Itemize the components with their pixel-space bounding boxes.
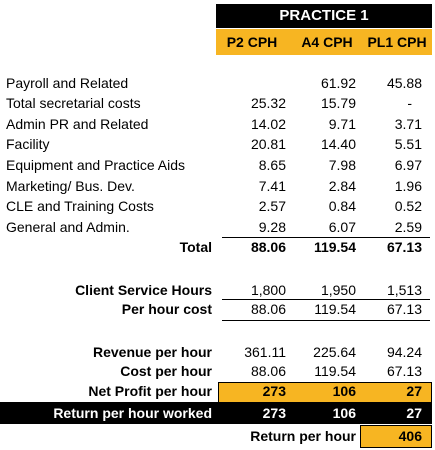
row-label: Payroll and Related bbox=[6, 75, 129, 91]
value-p2: 14.02 bbox=[250, 116, 286, 132]
per-hour-rule bbox=[222, 299, 430, 300]
value-p2: 20.81 bbox=[250, 136, 286, 152]
value-a4: 6.07 bbox=[328, 219, 356, 235]
row-label: Total secretarial costs bbox=[6, 95, 141, 111]
total-pl1: 67.13 bbox=[386, 239, 422, 255]
net-profit-pl1: 27 bbox=[406, 383, 422, 399]
per-hour-pl1: 67.13 bbox=[386, 301, 422, 317]
value-p2 bbox=[220, 73, 286, 93]
per-hour-p2: 88.06 bbox=[250, 301, 286, 317]
row-label: CLE and Training Costs bbox=[6, 198, 154, 214]
value-pl1: 0.52 bbox=[394, 198, 422, 214]
return-worked-p2: 273 bbox=[262, 405, 286, 421]
return-worked-highlight bbox=[0, 402, 432, 424]
return-worked-pl1: 27 bbox=[406, 405, 422, 421]
value-a4: 61.92 bbox=[320, 75, 356, 91]
hours-p2: 1,800 bbox=[250, 282, 286, 298]
cost-p2: 88.06 bbox=[250, 363, 286, 379]
net-profit-label: Net Profit per hour bbox=[88, 383, 212, 399]
service-hours-label: Client Service Hours bbox=[75, 282, 212, 298]
column-header-row: P2 CPH A4 CPH PL1 CPH bbox=[216, 29, 432, 55]
column-header-pl1: PL1 CPH bbox=[367, 34, 427, 50]
return-per-hour-label: Return per hour bbox=[250, 428, 356, 444]
value-pl1: - bbox=[407, 95, 412, 111]
net-profit-p2: 273 bbox=[262, 383, 286, 399]
value-p2: 9.28 bbox=[258, 219, 286, 235]
value-pl1: 45.88 bbox=[386, 75, 422, 91]
value-a4: 15.79 bbox=[320, 95, 356, 111]
practice-title: PRACTICE 1 bbox=[279, 7, 369, 24]
value-pl1: 2.59 bbox=[394, 219, 422, 235]
cost-a4: 119.54 bbox=[314, 363, 356, 379]
total-p2: 88.06 bbox=[250, 239, 286, 255]
value-p2: 2.57 bbox=[258, 198, 286, 214]
column-header-a4: A4 CPH bbox=[301, 34, 353, 50]
value-p2: 25.32 bbox=[250, 95, 286, 111]
total-a4: 119.54 bbox=[313, 239, 356, 255]
revenue-p2: 361.11 bbox=[244, 344, 286, 360]
revenue-pl1: 94.24 bbox=[386, 344, 422, 360]
revenue-label: Revenue per hour bbox=[92, 344, 212, 360]
return-per-hour-value: 406 bbox=[398, 428, 422, 444]
per-hour-cost-label: Per hour cost bbox=[121, 301, 212, 317]
value-pl1: 3.71 bbox=[394, 116, 422, 132]
cost-label: Cost per hour bbox=[120, 363, 212, 379]
total-label: Total bbox=[179, 239, 212, 255]
row-label: Marketing/ Bus. Dev. bbox=[6, 178, 135, 194]
column-header-p2: P2 CPH bbox=[226, 34, 278, 50]
value-p2: 7.41 bbox=[258, 178, 286, 194]
per-hour-a4: 119.54 bbox=[314, 301, 356, 317]
total-top-rule bbox=[222, 237, 430, 238]
return-worked-label: Return per hour worked bbox=[53, 405, 212, 421]
hours-a4: 1,950 bbox=[320, 282, 356, 298]
cost-pl1: 67.13 bbox=[386, 363, 422, 379]
row-label: Equipment and Practice Aids bbox=[6, 157, 185, 173]
practice-header: PRACTICE 1 bbox=[216, 4, 432, 28]
revenue-a4: 225.64 bbox=[313, 344, 356, 360]
row-label: Facility bbox=[6, 136, 50, 152]
value-pl1: 5.51 bbox=[394, 136, 422, 152]
value-pl1: 1.96 bbox=[394, 178, 422, 194]
value-p2: 8.65 bbox=[258, 157, 286, 173]
value-a4: 14.40 bbox=[320, 136, 356, 152]
hours-pl1: 1,513 bbox=[386, 282, 422, 298]
return-per-hour-highlight bbox=[360, 425, 432, 448]
value-pl1: 6.97 bbox=[394, 157, 422, 173]
row-label: Admin PR and Related bbox=[6, 116, 149, 132]
value-a4: 9.71 bbox=[328, 116, 356, 132]
net-profit-a4: 106 bbox=[332, 383, 356, 399]
value-a4: 0.84 bbox=[328, 198, 356, 214]
value-a4: 2.84 bbox=[328, 178, 356, 194]
per-hour-bottom-rule bbox=[222, 320, 430, 321]
value-a4: 7.98 bbox=[328, 157, 356, 173]
row-label: General and Admin. bbox=[6, 219, 130, 235]
return-worked-a4: 106 bbox=[332, 405, 356, 421]
